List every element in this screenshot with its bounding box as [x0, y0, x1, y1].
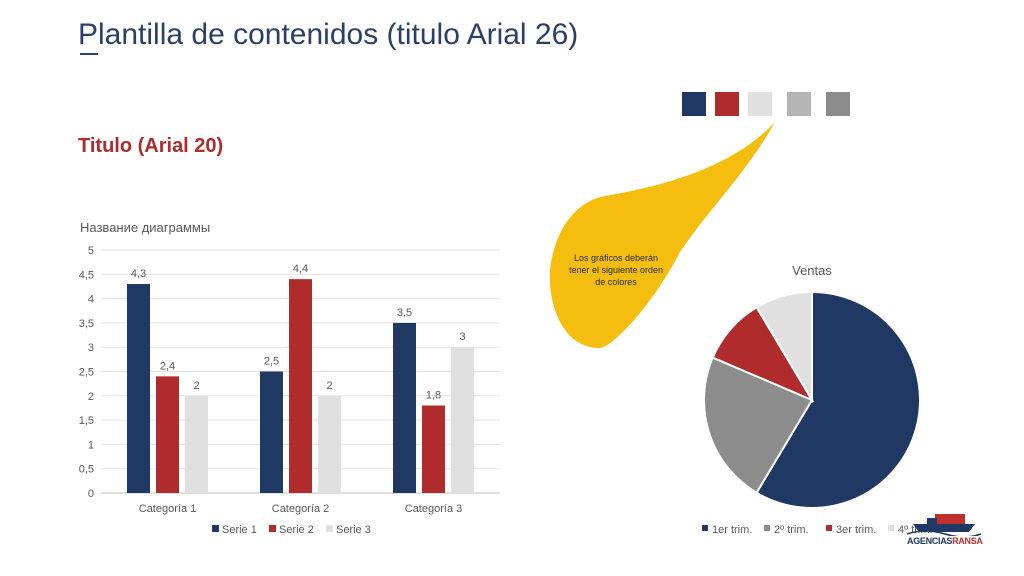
legend-swatch: [826, 525, 832, 531]
legend-label: 2º trim.: [774, 524, 809, 536]
palette-swatch-5: [826, 92, 850, 116]
slide-title: Plantilla de contenidos (titulo Arial 26…: [78, 18, 579, 51]
legend-swatch: [764, 525, 770, 531]
x-tick-label: Categoría 1: [139, 503, 196, 515]
bar-2-1: [156, 376, 179, 493]
legend-swatch: [212, 525, 219, 532]
ship-icon: [906, 514, 982, 538]
data-label: 4,3: [131, 268, 146, 280]
bar-3-1: [185, 395, 208, 493]
palette-swatch-4: [787, 92, 811, 116]
callout-shape: [549, 122, 775, 348]
legend-swatch: [326, 525, 333, 532]
data-label: 3: [459, 331, 465, 343]
y-tick-label: 2: [88, 391, 94, 403]
bar-chart-x-ticks: Categoría 1 Categoría 2 Categoría 3: [139, 503, 462, 515]
logo-text-ransa: RANSA: [952, 536, 983, 546]
y-tick-label: 3,5: [79, 318, 94, 330]
bar-1-1: [127, 284, 150, 493]
company-logo: AGENCIASRANSA: [905, 508, 985, 552]
legend-label: Serie 3: [336, 524, 371, 536]
bar-chart-y-ticks: 0 0,5 1 1,5 2 2,5 3 3,5 4 4,5 5: [79, 245, 94, 500]
bar-chart-data-labels: 4,3 2,4 2 2,5 4,4 2 3,5 1,8 3: [131, 263, 466, 401]
y-tick-label: 3: [88, 342, 94, 354]
bar-chart-legend: Serie 1 Serie 2 Serie 3: [212, 524, 371, 536]
callout-text: Los gráficos deberán tener el siguiente …: [568, 253, 664, 287]
bar-chart-bars: [127, 279, 474, 493]
y-tick-label: 5: [88, 245, 94, 257]
legend-label: Serie 2: [279, 524, 314, 536]
bar-2-3: [422, 405, 445, 493]
y-tick-label: 0,5: [79, 464, 94, 476]
legend-swatch: [702, 525, 708, 531]
pie-slice-2: [703, 356, 814, 495]
data-label: 2: [326, 380, 332, 392]
data-label: 2,5: [264, 356, 279, 368]
legend-label: Serie 1: [222, 524, 257, 536]
bar-3-3: [451, 347, 474, 493]
pie-chart-slices: [703, 290, 921, 509]
legend-swatch: [888, 525, 894, 531]
data-label: 1,8: [426, 390, 441, 402]
y-tick-label: 0: [88, 488, 94, 500]
legend-label: 3er trim.: [836, 524, 876, 536]
legend-swatch: [269, 525, 276, 532]
pie-chart-legend: 1er trim. 2º trim. 3er trim. 4º trim.: [702, 524, 933, 536]
logo-text-agencias: AGENCIAS: [907, 536, 953, 546]
x-tick-label: Categoría 2: [272, 503, 329, 515]
slide-subtitle: Titulo (Arial 20): [78, 135, 224, 157]
y-tick-label: 1: [88, 439, 94, 451]
bar-chart-title: Название диаграммы: [80, 220, 210, 235]
bar-1-3: [393, 322, 416, 493]
pie-chart-title: Ventas: [792, 263, 832, 278]
pie-slice-1: [755, 290, 921, 509]
bar-chart: Название диаграммы 0 0,5 1 1,5 2 2,5 3 3,5 4 4,5 5…: [79, 220, 500, 536]
palette-swatch-2: [715, 92, 739, 116]
y-tick-label: 4,5: [79, 269, 94, 281]
legend-label: 1er trim.: [712, 524, 752, 536]
y-tick-label: 2,5: [79, 367, 94, 379]
bar-1-2: [260, 371, 283, 493]
bar-2-2: [289, 279, 312, 493]
data-label: 2: [193, 380, 199, 392]
y-tick-label: 1,5: [79, 415, 94, 427]
pie-chart: Ventas 1er trim. 2º trim. 3er trim. 4º trim…: [702, 263, 933, 536]
pie-slice-4: [755, 290, 813, 404]
data-label: 3,5: [397, 307, 412, 319]
data-label: 2,4: [160, 360, 175, 372]
data-label: 4,4: [293, 263, 308, 275]
palette-swatch-3: [748, 92, 772, 116]
bar-3-2: [318, 395, 341, 493]
palette-swatch-1: [682, 92, 706, 116]
x-tick-label: Categoría 3: [405, 503, 462, 515]
y-tick-label: 4: [88, 294, 94, 306]
title-underline: [80, 53, 98, 55]
